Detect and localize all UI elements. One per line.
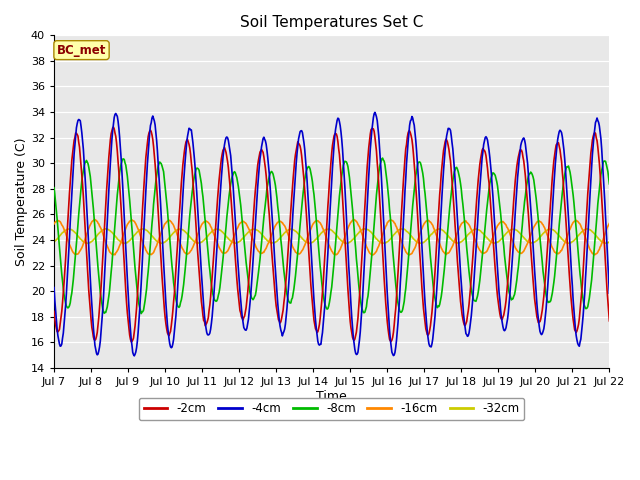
- -8cm: [138, 311, 145, 316]
- -32cm: [556, 234, 564, 240]
- -16cm: [173, 230, 180, 236]
- -16cm: [556, 250, 564, 255]
- -8cm: [196, 176, 204, 182]
- Line: -8cm: -8cm: [54, 158, 609, 313]
- -2cm: [198, 299, 205, 304]
- -16cm: [50, 221, 58, 227]
- -8cm: [173, 300, 180, 306]
- -16cm: [324, 239, 332, 245]
- Text: BC_met: BC_met: [57, 44, 106, 57]
- -8cm: [378, 156, 386, 162]
- -32cm: [102, 226, 109, 232]
- Line: -2cm: -2cm: [54, 127, 609, 342]
- -8cm: [50, 185, 58, 191]
- Y-axis label: Soil Temperature (C): Soil Temperature (C): [15, 137, 28, 266]
- -4cm: [196, 256, 204, 262]
- -4cm: [50, 285, 58, 290]
- -32cm: [324, 227, 332, 232]
- -2cm: [50, 309, 58, 314]
- -16cm: [196, 224, 204, 230]
- -2cm: [127, 339, 135, 345]
- -32cm: [433, 227, 441, 232]
- -2cm: [433, 229, 441, 235]
- -8cm: [324, 306, 332, 312]
- Line: -32cm: -32cm: [54, 229, 609, 243]
- -2cm: [109, 124, 117, 130]
- -8cm: [433, 305, 441, 311]
- -32cm: [343, 240, 351, 246]
- -2cm: [324, 192, 332, 198]
- -4cm: [556, 127, 564, 133]
- -4cm: [371, 109, 379, 115]
- -4cm: [379, 199, 387, 204]
- -2cm: [379, 250, 387, 255]
- -32cm: [196, 240, 204, 245]
- -32cm: [50, 240, 58, 245]
- -16cm: [90, 217, 98, 223]
- -4cm: [173, 301, 180, 307]
- -2cm: [556, 147, 564, 153]
- Line: -16cm: -16cm: [54, 220, 609, 255]
- -8cm: [379, 155, 387, 161]
- -8cm: [605, 181, 613, 187]
- -32cm: [379, 240, 387, 246]
- Legend: -2cm, -4cm, -8cm, -16cm, -32cm: -2cm, -4cm, -8cm, -16cm, -32cm: [139, 397, 524, 420]
- -16cm: [605, 220, 613, 226]
- -2cm: [605, 318, 613, 324]
- Line: -4cm: -4cm: [54, 112, 609, 356]
- -4cm: [605, 290, 613, 296]
- -4cm: [324, 251, 332, 256]
- -8cm: [556, 214, 564, 219]
- -32cm: [173, 227, 180, 233]
- -4cm: [131, 353, 138, 359]
- -4cm: [433, 277, 441, 283]
- -2cm: [173, 243, 181, 249]
- -16cm: [433, 235, 441, 241]
- -32cm: [605, 239, 613, 245]
- Title: Soil Temperatures Set C: Soil Temperatures Set C: [240, 15, 424, 30]
- -16cm: [369, 252, 376, 258]
- X-axis label: Time: Time: [316, 390, 347, 403]
- -16cm: [379, 232, 387, 238]
